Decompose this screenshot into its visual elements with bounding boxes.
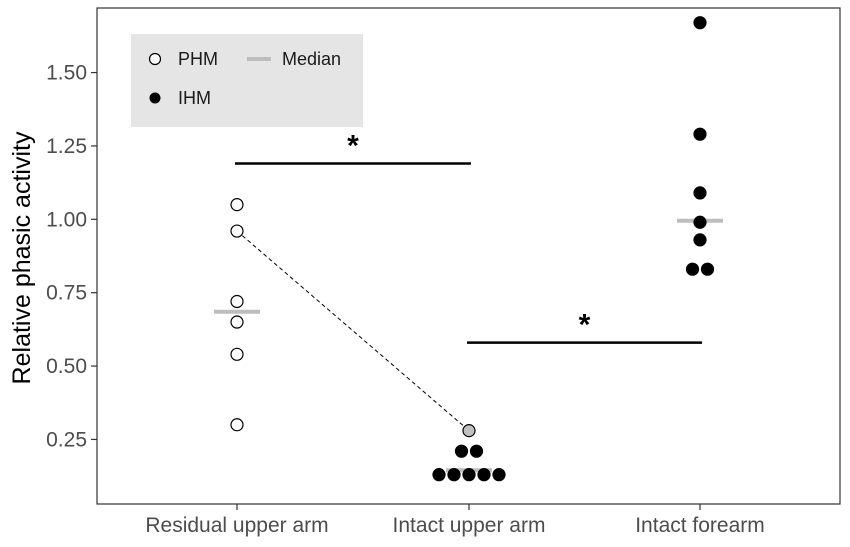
significance-star: * xyxy=(347,130,359,163)
significance-star: * xyxy=(579,309,591,342)
ihm-point xyxy=(432,468,446,482)
ihm-point xyxy=(693,16,707,30)
legend-open-circle-icon xyxy=(148,52,162,66)
ihm-point xyxy=(693,233,707,247)
ihm-point xyxy=(693,127,707,141)
phm-point xyxy=(230,294,244,309)
ihm-point xyxy=(454,444,469,458)
ihm-point xyxy=(469,444,484,458)
legend-box xyxy=(131,34,363,127)
y-tick-label: 1.00 xyxy=(46,208,87,231)
x-tick-label: Intact upper arm xyxy=(393,514,546,537)
legend-label: Median xyxy=(282,49,341,69)
y-tick-label: 0.50 xyxy=(46,355,87,378)
x-tick-label: Residual upper arm xyxy=(145,514,328,537)
y-axis-title: Relative phasic activity xyxy=(8,131,36,384)
ihm-point xyxy=(492,468,506,482)
y-tick-label: 1.50 xyxy=(46,62,87,85)
phm-point xyxy=(230,198,244,212)
legend-label: IHM xyxy=(178,88,211,108)
paired-connector-line xyxy=(236,230,470,432)
legend-label: PHM xyxy=(178,49,218,69)
phm-point xyxy=(230,224,244,238)
phm-point xyxy=(230,418,244,432)
y-tick-label: 1.25 xyxy=(46,135,87,158)
legend-filled-circle-icon xyxy=(149,92,161,104)
phm-point xyxy=(230,315,244,329)
ihm-point xyxy=(693,215,707,229)
ihm-point xyxy=(447,468,461,482)
ihm-point xyxy=(685,262,700,276)
phm-point xyxy=(462,424,476,438)
y-tick-label: 0.75 xyxy=(46,282,87,305)
ihm-point xyxy=(462,468,476,482)
ihm-point xyxy=(693,186,707,200)
ihm-point xyxy=(477,468,491,482)
phm-point xyxy=(230,347,244,361)
y-tick-label: 0.25 xyxy=(46,428,87,451)
ihm-point xyxy=(700,262,715,276)
x-tick-label: Intact forearm xyxy=(635,514,765,537)
